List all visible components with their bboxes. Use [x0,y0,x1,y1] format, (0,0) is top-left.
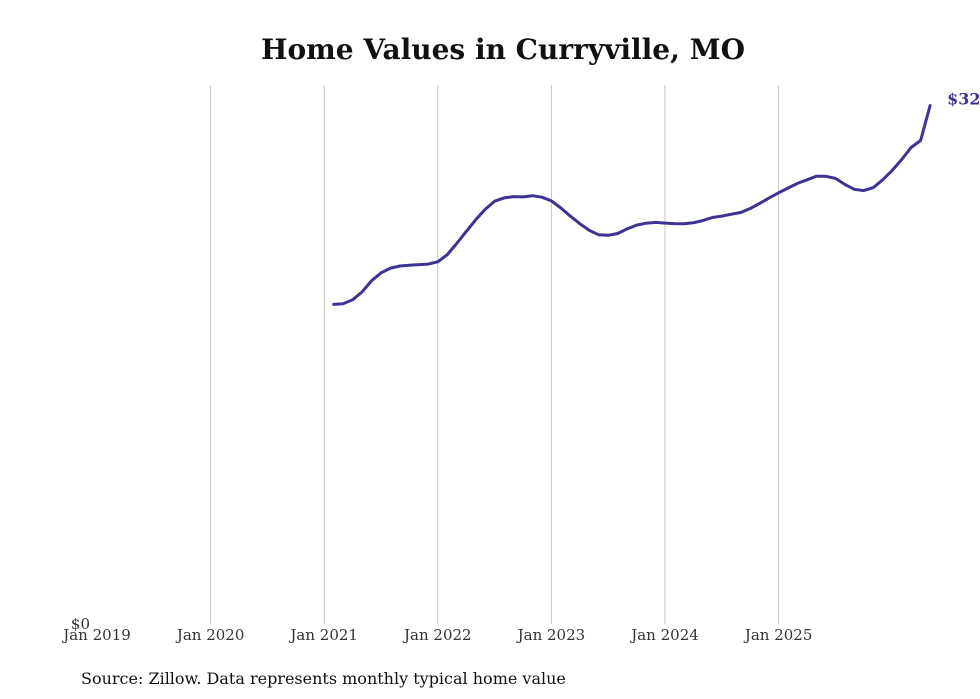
home-value-line [332,104,932,306]
chart-title: Home Values in Curryville, MO [261,33,745,66]
x-tick-label: Jan 2020 [175,626,245,644]
source-note: Source: Zillow. Data represents monthly … [81,669,566,688]
x-tick-label: Jan 2024 [629,626,699,644]
vertical-gridlines [210,85,780,624]
x-tick-label: Jan 2019 [61,626,131,644]
x-tick-label: Jan 2022 [402,626,472,644]
latest-value-label: $327,030 [947,90,980,109]
x-tick-label: Jan 2023 [516,626,586,644]
x-tick-label: Jan 2025 [743,626,813,644]
x-tick-label: Jan 2021 [288,626,358,644]
x-axis-ticks: Jan 2019 Jan 2020 Jan 2021 Jan 2022 Jan 2023… [61,626,812,644]
y-axis-zero-label: $0 [71,615,90,633]
